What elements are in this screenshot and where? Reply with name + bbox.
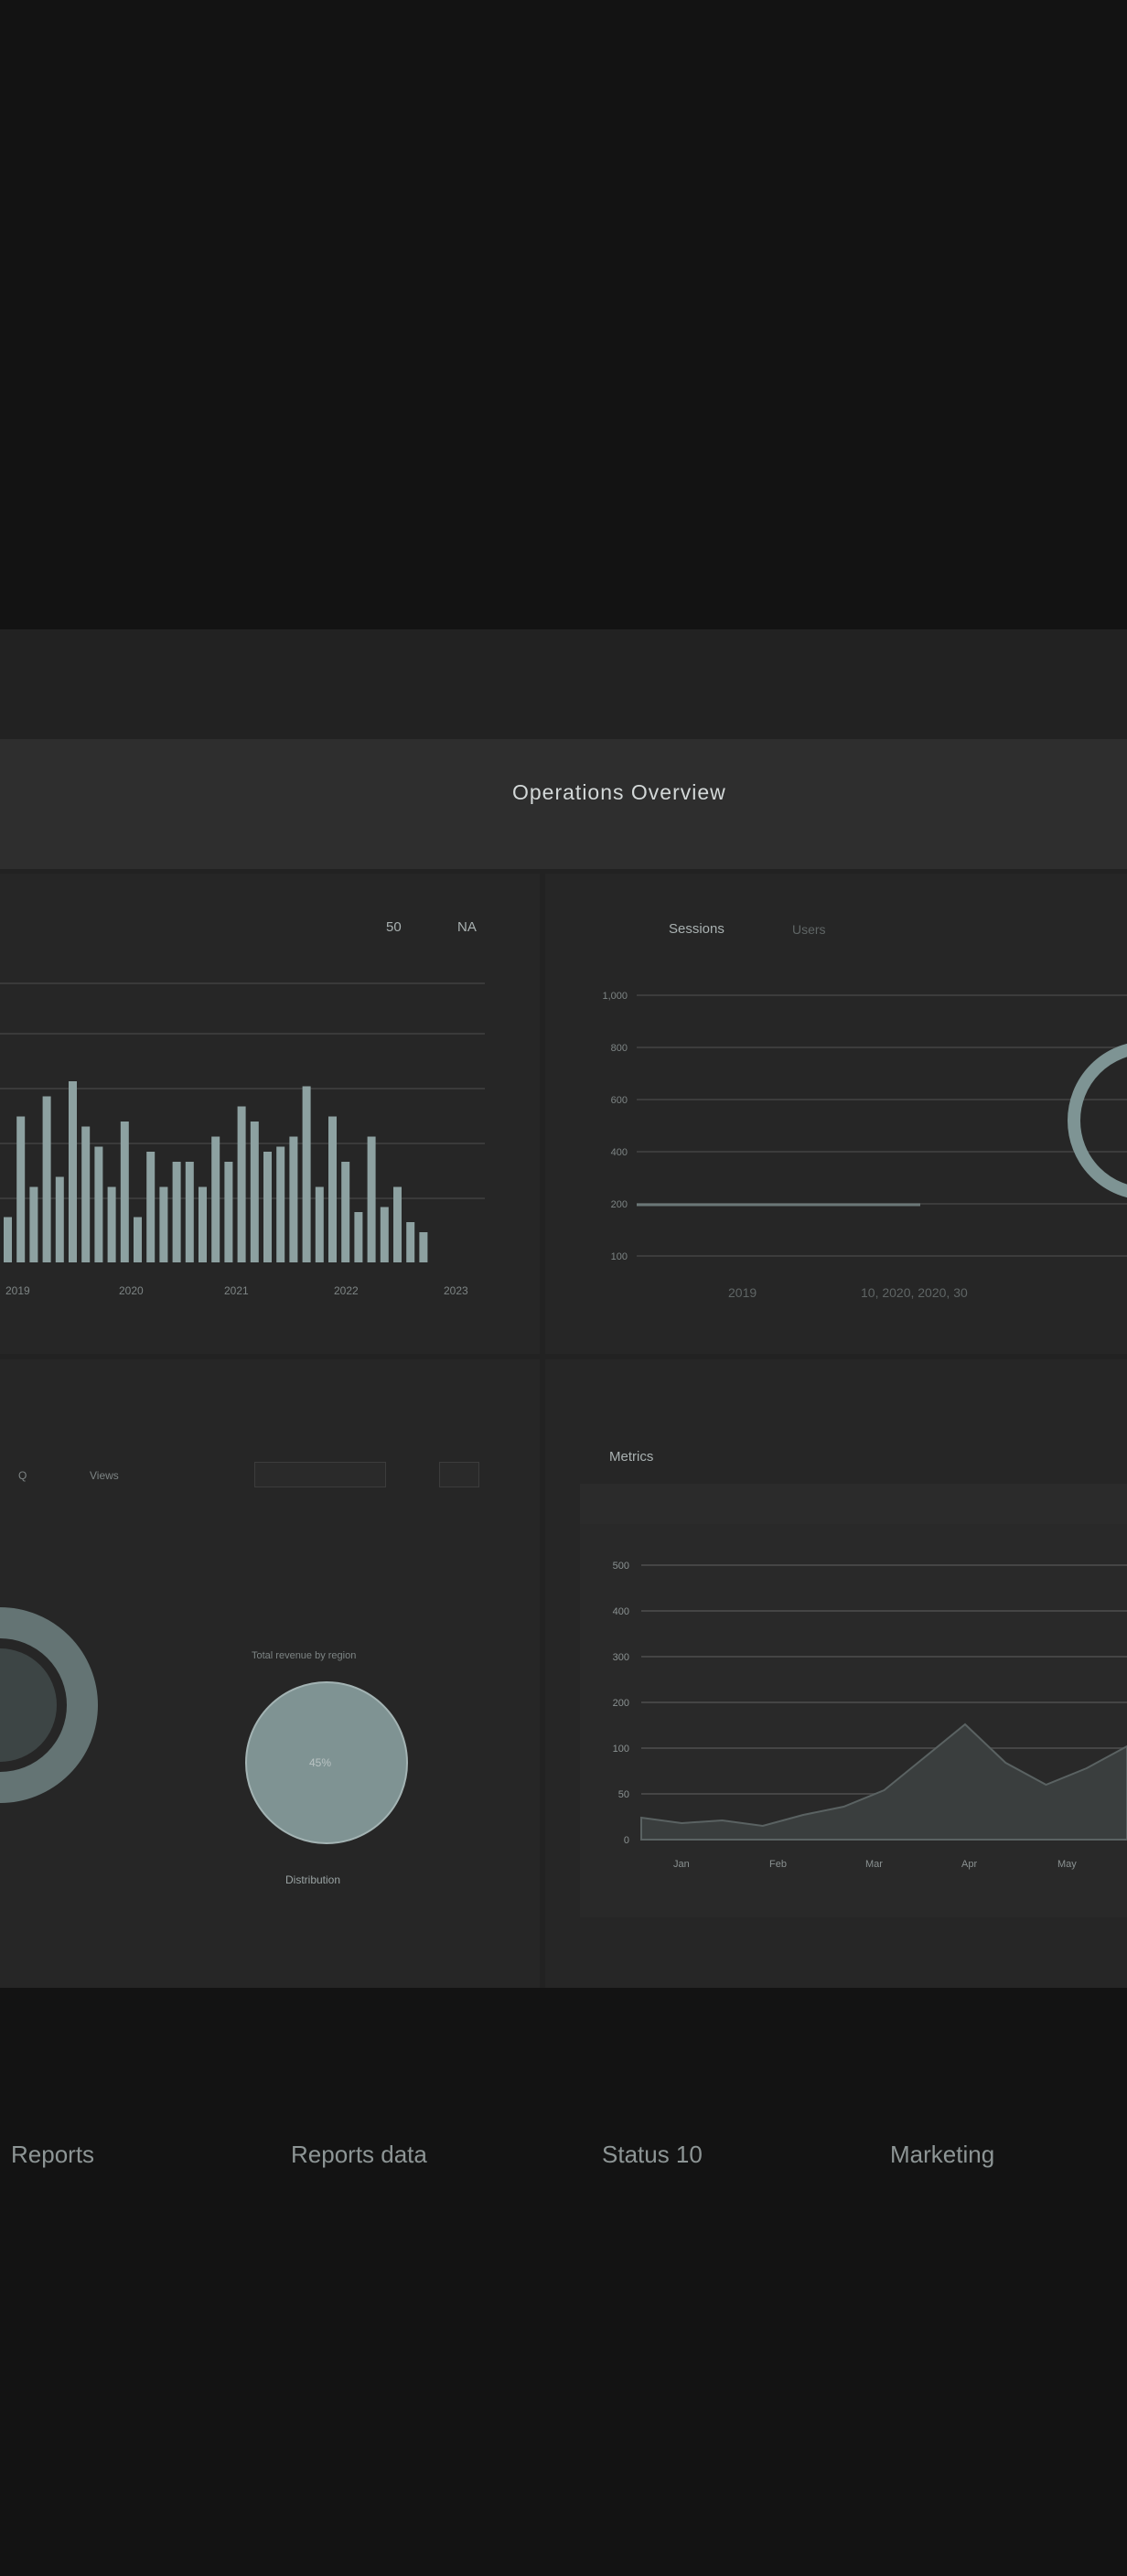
bar-12: [159, 1186, 168, 1262]
line-chart-panel: Sessions Users 1,000 800 600 400 200 100 2019…: [545, 874, 1127, 1354]
bar-21: [276, 1146, 285, 1262]
bar-17: [224, 1162, 233, 1262]
bar-x-tick-label: 2023: [444, 1284, 468, 1297]
area-x-tick-label: Jan: [673, 1859, 690, 1870]
bar-27: [354, 1212, 363, 1262]
date-range-select[interactable]: [254, 1462, 386, 1487]
area-y-tick-label: 500: [613, 1561, 629, 1572]
bar-14: [185, 1162, 194, 1262]
dashboard-header: [0, 739, 1127, 869]
bar-1: [16, 1116, 26, 1262]
bar-x-tick-label: 2020: [119, 1284, 144, 1297]
pie-chart: [245, 1681, 408, 1844]
line-x-label-1: 2019: [728, 1285, 757, 1300]
gauge-ring: [1068, 1043, 1127, 1198]
bar-7: [94, 1146, 103, 1262]
bar-22: [289, 1136, 298, 1262]
bar-13: [172, 1162, 181, 1262]
bar-23: [302, 1086, 311, 1262]
line-y-tick-label: 600: [611, 1095, 628, 1106]
pie-caption: Distribution: [285, 1873, 341, 1886]
line-chart: 1,000 800 600 400 200 100: [602, 991, 1127, 1262]
line-y-tick-label: 200: [611, 1199, 628, 1210]
bar-15: [199, 1186, 207, 1262]
bar-11: [146, 1152, 156, 1262]
area-x-tick-label: May: [1057, 1859, 1077, 1870]
area-y-tick-label: 100: [613, 1744, 629, 1755]
footer-item-status[interactable]: Status 10: [602, 2141, 703, 2168]
area-y-tick-label: 300: [613, 1652, 629, 1663]
bar-26: [341, 1162, 350, 1262]
line-y-tick-label: 800: [611, 1043, 628, 1054]
pie-center-label: 45%: [309, 1756, 332, 1769]
area-x-tick-label: Feb: [769, 1859, 787, 1870]
line-x-label-2: 10, 2020, 2020, 30: [861, 1285, 968, 1300]
area-y-tick-label: 50: [618, 1789, 629, 1800]
bar-30: [393, 1186, 402, 1262]
area-x-tick-label: Mar: [865, 1859, 883, 1870]
area-chart-panel: Metrics 500 400 300 200 100 50 0 Jan Feb Mar Apr M…: [545, 1359, 1127, 1988]
donut-control-views[interactable]: Views: [90, 1469, 119, 1482]
bar-4: [55, 1176, 64, 1262]
bar-16: [211, 1136, 220, 1262]
footer-item-reports-data[interactable]: Reports data: [291, 2141, 427, 2168]
bar-x-tick-label: 2021: [224, 1284, 249, 1297]
bar-20: [263, 1152, 272, 1262]
bar-8: [107, 1186, 116, 1262]
bar-29: [380, 1207, 389, 1262]
bar-chart-panel: 50 NA 2019 2020 2021 2022 2023: [0, 874, 540, 1354]
bar-2: [29, 1186, 38, 1262]
tab-sessions[interactable]: Sessions: [669, 921, 724, 937]
tab-users[interactable]: Users: [792, 922, 826, 937]
bar-3: [42, 1096, 51, 1262]
bar-19: [250, 1122, 259, 1262]
pie-label: Total revenue by region: [252, 1650, 357, 1661]
bar-31: [406, 1222, 415, 1262]
bar-25: [328, 1116, 337, 1262]
bar-9: [120, 1122, 129, 1262]
area-y-tick-label: 400: [613, 1606, 629, 1617]
donut-chart: [0, 1607, 98, 1803]
donut-panel: Q Views Total revenue by region 45% Dist…: [0, 1359, 540, 1988]
bar-x-tick-label: 2019: [5, 1284, 30, 1297]
bar-10: [134, 1217, 142, 1262]
area-y-tick-label: 0: [624, 1835, 629, 1846]
bar-18: [237, 1106, 246, 1262]
line-y-tick-label: 1,000: [602, 991, 628, 1002]
footer-item-marketing[interactable]: Marketing: [890, 2141, 995, 2168]
footer-item-reports[interactable]: Reports: [11, 2141, 95, 2168]
bar-6: [81, 1126, 91, 1262]
metrics-title: Metrics: [609, 1449, 654, 1465]
dashboard-title: Operations Overview: [512, 780, 726, 804]
line-y-tick-label: 100: [611, 1251, 628, 1262]
filter-chip[interactable]: [439, 1462, 479, 1487]
bar-32: [419, 1232, 428, 1262]
area-x-tick-label: Apr: [961, 1859, 977, 1870]
bar-chart: 2019 2020 2021 2022 2023: [0, 982, 485, 1297]
area-y-tick-label: 200: [613, 1698, 629, 1709]
bar-control-2[interactable]: NA: [457, 919, 477, 935]
bar-28: [367, 1136, 376, 1262]
bar-control-1[interactable]: 50: [386, 919, 402, 935]
line-y-tick-label: 400: [611, 1147, 628, 1158]
bar-x-tick-label: 2022: [334, 1284, 359, 1297]
donut-control-q[interactable]: Q: [18, 1469, 27, 1482]
bar-0: [4, 1217, 12, 1262]
bar-24: [315, 1186, 324, 1262]
bar-5: [69, 1081, 77, 1262]
